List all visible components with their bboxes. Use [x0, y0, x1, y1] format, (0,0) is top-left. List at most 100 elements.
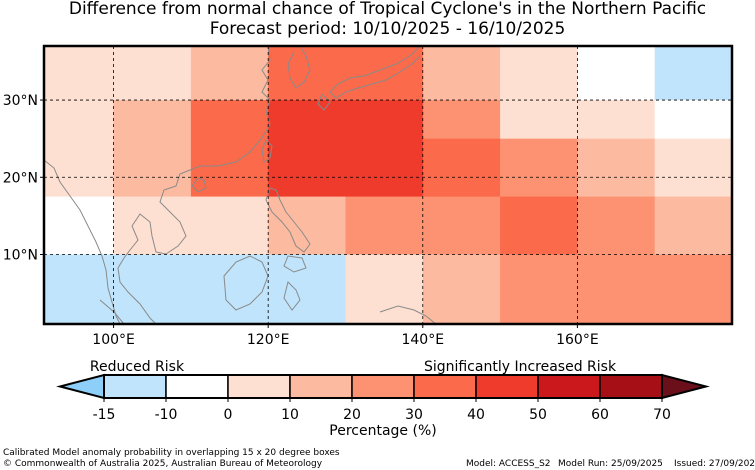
grid-cell [345, 196, 424, 255]
grid-cell [422, 100, 501, 140]
coastline-kyushu [317, 93, 331, 111]
coastline-bay-of-bengal [44, 159, 121, 324]
colorbar-tick-label: 50 [529, 407, 547, 423]
footer-model-run: Model Run: 25/09/2025 [558, 459, 663, 469]
footer-copyright: © Commonwealth of Australia 2025, Austra… [3, 459, 323, 469]
coastline [44, 46, 437, 324]
reduced-risk-label: Reduced Risk [90, 359, 185, 375]
grid-cell [113, 254, 192, 324]
colorbar-over-arrow [661, 373, 710, 400]
coastline-korea [287, 46, 311, 89]
grid-cell [44, 46, 115, 101]
colorbar-tick-label: 10 [281, 407, 299, 423]
colorbar-segment [289, 374, 353, 399]
grid-cell [190, 100, 269, 140]
grid-cell [268, 196, 346, 255]
coastline-taiwan [261, 139, 273, 163]
grid-cell [44, 100, 115, 140]
grid-cell [113, 46, 192, 101]
footer-model: Model: ACCESS_S2 [466, 459, 551, 469]
grid-cell [500, 138, 578, 198]
grid-cell [113, 138, 192, 198]
colorbar-under-arrow [56, 373, 105, 400]
coastline-mainland [117, 46, 271, 324]
colorbar-tick-label: -15 [93, 407, 116, 423]
grid-cell [422, 254, 501, 324]
x-tick-label: 100°E [92, 332, 135, 348]
increased-risk-label: Significantly Increased Risk [424, 359, 617, 375]
coastline-hainan [191, 177, 207, 193]
grid-cell [268, 138, 346, 198]
grid-cell [577, 46, 656, 101]
colorbar-tick-label: -10 [155, 407, 178, 423]
x-tick-label: 160°E [556, 332, 599, 348]
grid-cell [500, 196, 578, 255]
colorbar-outline [103, 374, 663, 399]
grid-cell [190, 138, 269, 198]
grid-cell [268, 100, 346, 140]
colorbar-segment [351, 374, 415, 399]
coastline-borneo [223, 255, 269, 311]
grid-cell [113, 196, 192, 255]
grid-cell [190, 46, 269, 101]
grid-cell [44, 138, 115, 198]
grid-cell [500, 254, 578, 324]
grid-cell [500, 100, 578, 140]
colorbar-tick-label: 0 [224, 407, 233, 423]
colorbar-tick-label: 40 [467, 407, 485, 423]
colorbar-segment [227, 374, 291, 399]
grid-cell [113, 100, 192, 140]
longitude-ticks: 100°E 120°E 140°E 160°E [92, 324, 599, 348]
colorbar-segment [475, 374, 539, 399]
colorbar-tick-label: 20 [343, 407, 361, 423]
colorbar-segment [537, 374, 601, 399]
coastline-japan [329, 46, 421, 99]
colorbar-segment [413, 374, 477, 399]
grid-cell [577, 100, 656, 140]
colorbar-tick-label: 30 [405, 407, 423, 423]
map-title: Difference from normal chance of Tropica… [68, 0, 707, 19]
footer-issued: Issued: 27/09/2025 [674, 459, 755, 469]
colorbar-ticks: -15 -10 0 10 20 30 40 50 60 70 [93, 398, 671, 423]
grid-cell [345, 100, 424, 140]
grid-cell [577, 196, 656, 255]
grid-cell [422, 196, 501, 255]
grid-cell [654, 254, 732, 324]
grid-cell [268, 46, 346, 101]
colorbar-tick-label: 60 [591, 407, 609, 423]
colorbar [56, 373, 710, 400]
grid-cell [44, 254, 115, 324]
forecast-period: Forecast period: 10/10/2025 - 16/10/2025 [209, 19, 566, 39]
coastline-philippines [265, 187, 311, 253]
coastline-mindanao [283, 255, 307, 273]
grid-cell [500, 46, 578, 101]
grid-cell [577, 254, 656, 324]
colorbar-axis-label: Percentage (%) [329, 423, 436, 439]
x-tick-label: 140°E [401, 332, 444, 348]
colorbar-segment [103, 374, 167, 399]
colorbar-segment [165, 374, 229, 399]
footer-note: Calibrated Model anomaly probability in … [3, 448, 340, 458]
grid-cell [422, 46, 501, 101]
map-frame [42, 44, 734, 326]
grid-cell [422, 138, 501, 198]
grid-cell [345, 254, 424, 324]
y-tick-label: 20°N [3, 170, 38, 186]
grid-cell [654, 138, 732, 198]
x-tick-label: 120°E [247, 332, 290, 348]
grid-cell [44, 196, 115, 255]
graticule [44, 46, 732, 324]
y-tick-label: 30°N [3, 93, 38, 109]
grid-cell [654, 100, 732, 140]
grid-cell [190, 254, 269, 324]
coastline-sumatra [99, 299, 125, 324]
colorbar-segment [599, 374, 663, 399]
grid-cell [345, 138, 424, 198]
grid-cell [190, 196, 269, 255]
grid-cell [268, 254, 346, 324]
grid-cell [577, 138, 656, 198]
coastline-sulawesi [283, 281, 301, 311]
colorbar-tick-label: 70 [653, 407, 671, 423]
y-tick-label: 10°N [3, 248, 38, 264]
